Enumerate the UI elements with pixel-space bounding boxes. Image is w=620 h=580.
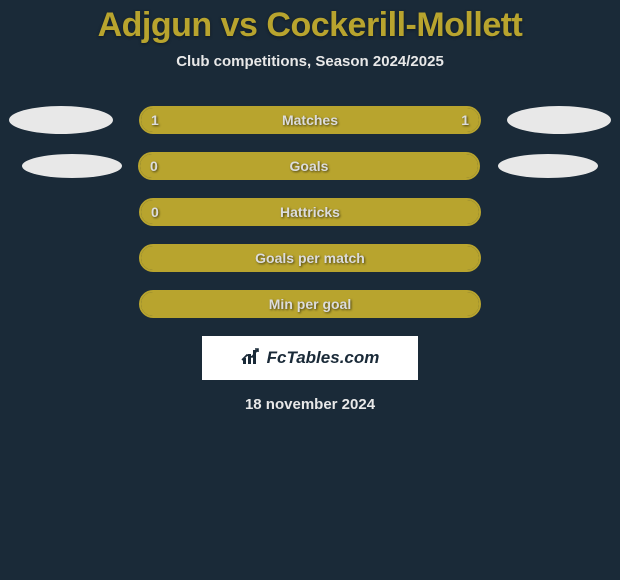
player-right-marker: [507, 106, 611, 134]
stat-label: Hattricks: [280, 204, 340, 220]
stat-rows: Matches 1 1 Goals 0 Hattricks 0 Goals per match…: [0, 106, 620, 318]
stat-label: Matches: [282, 112, 338, 128]
stat-bar: Goals per match: [139, 244, 481, 272]
page-title: Adjgun vs Cockerill-Mollett: [0, 6, 620, 45]
stat-label: Goals: [290, 158, 329, 174]
stat-label: Min per goal: [269, 296, 351, 312]
stat-bar: Hattricks 0: [139, 198, 481, 226]
subtitle: Club competitions, Season 2024/2025: [0, 53, 620, 70]
stat-row: Goals 0: [0, 152, 620, 180]
logo-text: FcTables.com: [267, 348, 380, 368]
stat-row: Hattricks 0: [0, 198, 620, 226]
bar-chart-icon: [241, 346, 263, 371]
stat-value-right: 1: [461, 112, 469, 128]
player-left-marker: [9, 106, 113, 134]
player-right-marker: [498, 154, 598, 178]
stat-bar: Min per goal: [139, 290, 481, 318]
stat-label: Goals per match: [255, 250, 365, 266]
stats-comparison-card: Adjgun vs Cockerill-Mollett Club competi…: [0, 0, 620, 413]
logo-box[interactable]: FcTables.com: [202, 336, 418, 380]
player-left-marker: [22, 154, 122, 178]
stat-bar: Goals 0: [138, 152, 480, 180]
stat-row: Min per goal: [0, 290, 620, 318]
stat-bar: Matches 1 1: [139, 106, 481, 134]
date-text: 18 november 2024: [0, 396, 620, 413]
stat-value-left: 0: [151, 204, 159, 220]
stat-row: Goals per match: [0, 244, 620, 272]
stat-value-left: 1: [151, 112, 159, 128]
stat-row: Matches 1 1: [0, 106, 620, 134]
stat-value-left: 0: [150, 158, 158, 174]
